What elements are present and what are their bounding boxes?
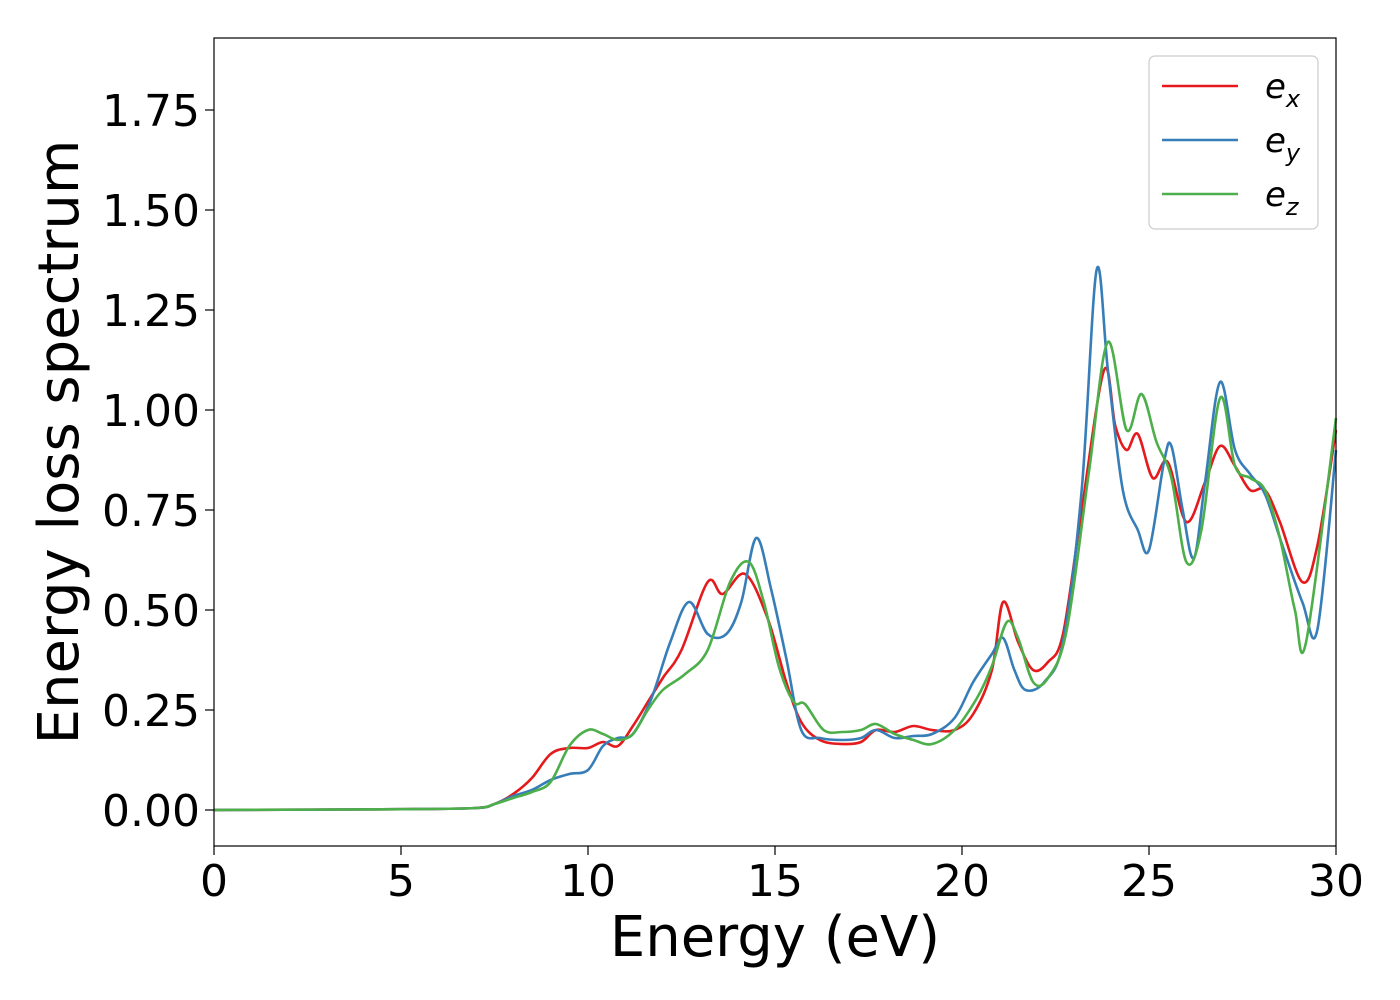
x-tick-label: 10 xyxy=(560,856,616,907)
x-axis-title: Energy (eV) xyxy=(610,905,940,970)
y-tick-label: 1.75 xyxy=(102,86,200,137)
y-tick-label: 1.50 xyxy=(102,186,200,237)
series-line-ez xyxy=(213,340,1338,812)
y-tick-label: 0.75 xyxy=(102,486,200,537)
x-tick-label: 20 xyxy=(934,856,990,907)
legend-label-ex: ex xyxy=(1265,67,1301,113)
x-tick-label: 5 xyxy=(387,856,415,907)
legend-label-ey: ey xyxy=(1265,121,1301,167)
x-tick-label: 25 xyxy=(1121,856,1177,907)
x-axis-ticks: 0 5 10 15 20 25 30 xyxy=(200,846,1364,907)
series-layer xyxy=(213,265,1338,812)
y-tick-label: 1.25 xyxy=(102,286,200,337)
x-tick-label: 15 xyxy=(747,856,803,907)
series-line-ey xyxy=(213,265,1338,812)
y-tick-label: 1.00 xyxy=(102,386,200,437)
legend-label-ez: ez xyxy=(1265,175,1300,221)
legend: ex ey ez xyxy=(1148,55,1319,230)
series-line-ex xyxy=(213,366,1338,812)
y-tick-label: 0.25 xyxy=(102,686,200,737)
legend-box xyxy=(1148,55,1319,230)
x-tick-label: 30 xyxy=(1308,856,1364,907)
y-tick-label: 0.00 xyxy=(102,786,200,837)
y-tick-label: 0.50 xyxy=(102,586,200,637)
y-axis-ticks: 0.00 0.25 0.50 0.75 1.00 1.25 1.50 1.75 xyxy=(102,86,214,837)
x-tick-label: 0 xyxy=(200,856,228,907)
y-axis-title: Energy loss spectrum xyxy=(27,140,92,745)
